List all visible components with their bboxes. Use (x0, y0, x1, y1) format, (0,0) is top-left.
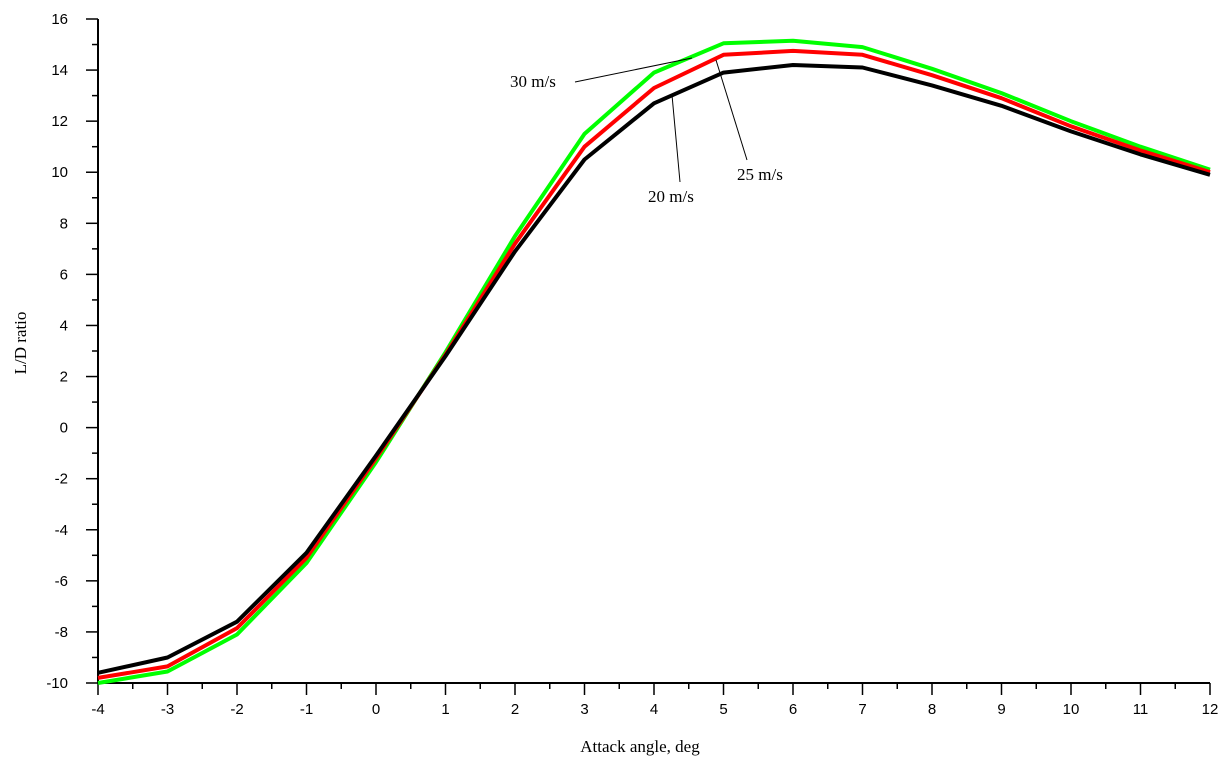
x-tick-label: 10 (1063, 701, 1080, 718)
series-line-25-m-s (97, 48, 1211, 680)
x-tick-label: -1 (300, 701, 313, 718)
y-tick-label: 2 (60, 369, 68, 386)
annotation-label: 20 m/s (648, 187, 694, 206)
axes (97, 19, 1210, 684)
series-line-20-m-s (97, 63, 1211, 675)
x-tick-label: 7 (858, 701, 866, 718)
y-tick-label: -6 (55, 573, 68, 590)
series-lines (97, 38, 1211, 685)
x-ticks: -4 -3 -2 -1 0 1 2 3 4 5 6 7 8 9 10 11 12 (91, 683, 1218, 718)
annotation-label: 25 m/s (737, 165, 783, 184)
y-tick-label: 16 (51, 11, 68, 28)
y-tick-label: 6 (60, 266, 68, 283)
x-tick-label: 0 (372, 701, 380, 718)
annotations: 30 m/s 20 m/s 25 m/s (510, 57, 783, 206)
annotation-leader (671, 94, 681, 183)
y-ticks: -10 -8 -6 -4 -2 0 2 4 6 8 10 12 14 16 (46, 11, 98, 692)
y-tick-label: 10 (51, 164, 68, 181)
y-axis-title: L/D ratio (11, 312, 30, 375)
x-tick-label: 4 (650, 701, 658, 718)
x-tick-label: 11 (1133, 701, 1149, 718)
y-tick-label: -8 (55, 624, 68, 641)
x-tick-label: 2 (511, 701, 519, 718)
y-tick-label: 8 (60, 215, 68, 232)
y-tick-label: 12 (51, 113, 68, 130)
y-tick-label: 14 (51, 62, 68, 79)
x-tick-label: 8 (928, 701, 936, 718)
annotation-leader (715, 59, 748, 161)
x-tick-label: 3 (580, 701, 588, 718)
x-tick-label: -3 (161, 701, 174, 718)
x-tick-label: -4 (91, 701, 104, 718)
x-tick-label: 12 (1202, 701, 1219, 718)
annotation-label: 30 m/s (510, 72, 556, 91)
x-tick-label: 1 (441, 701, 449, 718)
x-tick-label: -2 (230, 701, 243, 718)
y-tick-label: 0 (60, 420, 68, 437)
x-tick-label: 6 (789, 701, 797, 718)
x-tick-label: 9 (997, 701, 1005, 718)
y-tick-label: -10 (46, 675, 68, 692)
annotation-leader (574, 57, 693, 83)
x-axis-title: Attack angle, deg (580, 737, 700, 756)
y-tick-label: -4 (55, 522, 68, 539)
y-tick-label: 4 (60, 317, 68, 334)
x-tick-label: 5 (719, 701, 727, 718)
series-line-30-m-s (97, 38, 1211, 685)
y-tick-label: -2 (55, 471, 68, 488)
